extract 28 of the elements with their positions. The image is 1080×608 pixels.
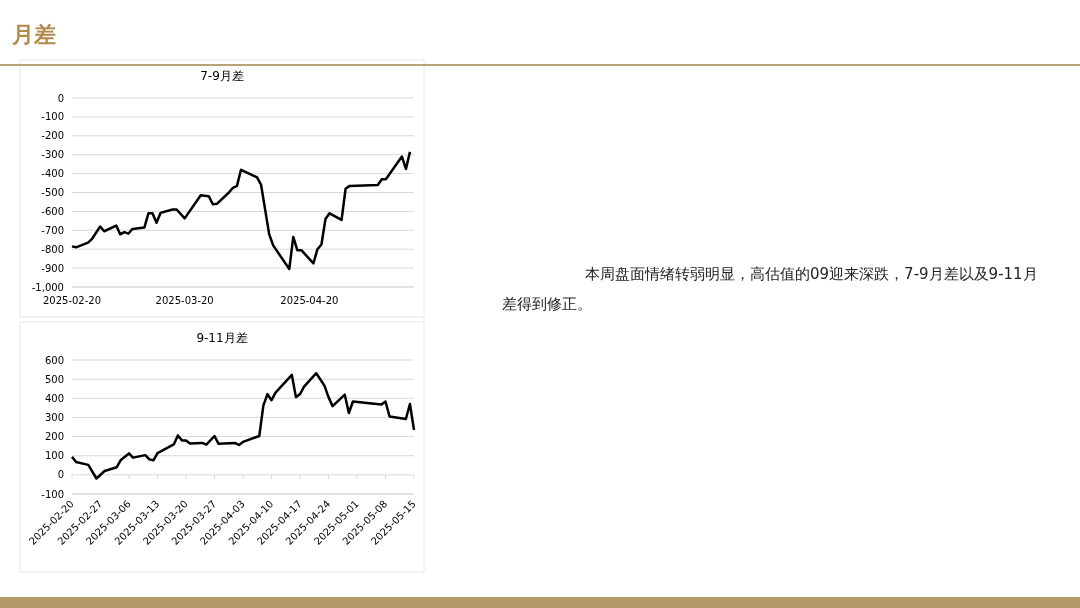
y-tick-label: 200 [44,431,64,443]
y-tick-label: -200 [41,130,64,142]
y-tick-label: -700 [41,224,64,236]
y-tick-label: -500 [41,187,64,198]
x-tick-label: 2025-02-20 [42,295,102,306]
x-tick-label: 2025-04-20 [280,295,339,306]
y-tick-label: -100 [41,488,64,500]
chart-title: 9-11月差 [196,331,248,345]
chart-title: 7-9月差 [200,69,244,83]
y-tick-label: -100 [41,111,64,123]
y-tick-label: -300 [41,149,64,161]
line-series [70,371,416,480]
y-tick-label: 500 [44,373,64,385]
y-tick-label: 100 [44,450,64,462]
y-tick-label: -1,000 [31,281,64,293]
text: 月差 [11,21,56,47]
y-tick-label: -800 [41,243,64,255]
y-tick-label: -400 [41,168,64,180]
y-tick-label: 400 [44,392,64,404]
y-tick-label: 0 [57,92,64,104]
y-tick-label: 600 [44,354,64,366]
y-tick-label: 0 [57,469,64,481]
y-tick-label: 300 [44,411,64,423]
x-tick-label: 2025-03-20 [155,295,214,306]
y-tick-label: -600 [41,205,64,217]
y-tick-label: -900 [41,262,64,274]
text: 本周盘面情绪转弱明显，高估值的09迎来深跌，7-9月差以及9-11月差得到修正。 [502,265,1038,313]
line-series [70,150,412,271]
